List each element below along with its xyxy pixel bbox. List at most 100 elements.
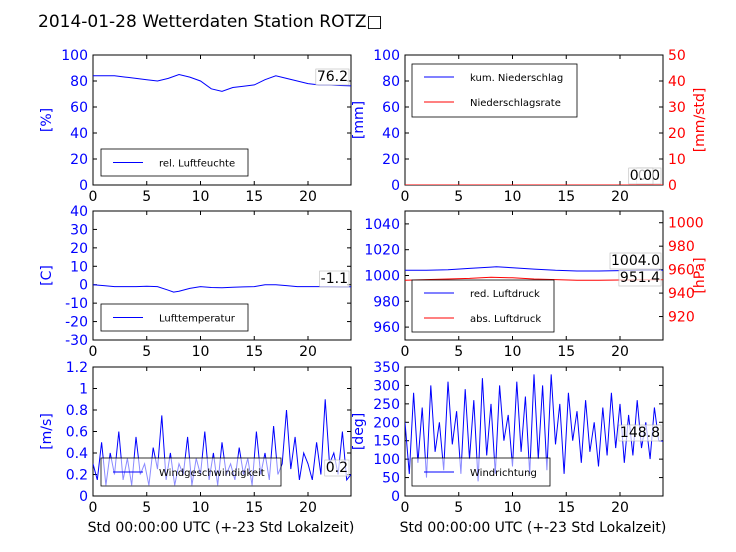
x-tick-label: 20 bbox=[299, 189, 317, 205]
x-axis-label-right: Std 00:00:00 UTC (+-23 Std Lokalzeit) bbox=[400, 520, 667, 536]
x-tick-label: 15 bbox=[557, 500, 575, 516]
legend-label: red. Luftdruck bbox=[470, 289, 540, 300]
x-tick-label: 0 bbox=[89, 344, 98, 360]
legend-label: Lufttemperatur bbox=[159, 314, 236, 325]
y-tick-label-right: 1000 bbox=[668, 216, 704, 232]
x-tick-label: 10 bbox=[504, 189, 522, 205]
y-tick-label: -20 bbox=[65, 315, 88, 331]
chart-panel-humidity: 0 5 10 15 20 0 20 40 60 80 100 [%] rel. Luftfeuchte 7… bbox=[39, 48, 352, 205]
chart-panel-precip: 0 5 10 15 20 0 20 40 60 80 100 [mm] 0 10 20 30 40 50 [mm/s… bbox=[351, 48, 708, 205]
y-tick-label: 250 bbox=[373, 397, 400, 413]
series-line-rel-luftfeuchte bbox=[93, 73, 351, 92]
y-tick-label: 60 bbox=[382, 100, 400, 116]
y-tick-label: 0 bbox=[79, 278, 88, 294]
y-tick-label: 0.4 bbox=[66, 446, 88, 462]
y-tick-label-right: 920 bbox=[668, 310, 695, 326]
y-tick-label: 0.6 bbox=[66, 425, 88, 441]
y-tick-label: 1.2 bbox=[66, 360, 88, 376]
y-tick-label: 40 bbox=[70, 126, 88, 142]
x-tick-label: 0 bbox=[89, 500, 98, 516]
x-tick-label: 15 bbox=[557, 344, 575, 360]
y-tick-label: 1000 bbox=[364, 269, 400, 285]
x-tick-label: 5 bbox=[454, 500, 463, 516]
value-label: 951.4 bbox=[620, 270, 660, 286]
x-tick-label: 10 bbox=[504, 344, 522, 360]
y-tick-label: 80 bbox=[70, 74, 88, 90]
chart-panel-windspeed: 0 5 10 15 2000.20.40.60.811.2[m/s]Windgeschw… bbox=[39, 360, 352, 516]
y-tick-label-right: 940 bbox=[668, 286, 695, 302]
x-tick-label: 10 bbox=[192, 344, 210, 360]
value-label: -1.1 bbox=[321, 271, 348, 287]
figure-title: 2014-01-28 Wetterdaten Station ROTZ□ bbox=[38, 12, 383, 32]
x-tick-label: 20 bbox=[299, 344, 317, 360]
y-tick-label: 20 bbox=[382, 152, 400, 168]
y-tick-label-right: 30 bbox=[668, 100, 686, 116]
y-axis-label-right: [hPa] bbox=[692, 257, 708, 293]
series-line-lufttemperatur bbox=[93, 284, 351, 293]
series-line-windrichtung bbox=[405, 374, 663, 482]
y-tick-label-right: 0 bbox=[668, 178, 677, 194]
y-tick-label-right: 960 bbox=[668, 263, 695, 279]
x-tick-label: 15 bbox=[557, 189, 575, 205]
y-tick-label: 80 bbox=[382, 74, 400, 90]
y-tick-label: 0 bbox=[391, 178, 400, 194]
x-tick-label: 20 bbox=[611, 344, 629, 360]
y-tick-label: 100 bbox=[373, 452, 400, 468]
value-label: 0.0 bbox=[630, 168, 652, 184]
legend: kum. Niederschlag Niederschlagsrate bbox=[411, 63, 578, 118]
y-tick-label: 1 bbox=[79, 382, 88, 398]
y-tick-label: 1020 bbox=[364, 243, 400, 259]
legend: Windrichtung bbox=[411, 457, 551, 487]
chart-panel-temperature: 0 5 10 15 20 -30 -20 -10 0 10 20 30 40 [C] Lufttempera… bbox=[39, 204, 352, 360]
y-tick-label: 150 bbox=[373, 434, 400, 450]
x-tick-label: 20 bbox=[611, 500, 629, 516]
legend: Windgeschwindigkeit bbox=[100, 457, 282, 487]
legend-label: Windgeschwindigkeit bbox=[159, 468, 265, 479]
x-tick-label: 5 bbox=[142, 344, 151, 360]
x-tick-label: 20 bbox=[611, 189, 629, 205]
value-label: 148.8 bbox=[620, 425, 660, 441]
y-tick-label-right: 40 bbox=[668, 74, 686, 90]
y-tick-label: 1040 bbox=[364, 217, 400, 233]
legend-label: kum. Niederschlag bbox=[470, 73, 563, 84]
y-tick-label: 980 bbox=[373, 294, 400, 310]
x-tick-label: 0 bbox=[401, 500, 410, 516]
x-tick-label: 10 bbox=[504, 500, 522, 516]
value-label: 76.2 bbox=[317, 69, 348, 85]
y-tick-label-right: 50 bbox=[668, 48, 686, 64]
legend-label: Windrichtung bbox=[470, 468, 537, 479]
y-tick-label: 0 bbox=[79, 178, 88, 194]
x-tick-label: 0 bbox=[401, 189, 410, 205]
x-tick-label: 0 bbox=[401, 344, 410, 360]
x-tick-label: 15 bbox=[245, 500, 263, 516]
y-tick-label: 40 bbox=[70, 204, 88, 220]
series-line-windgeschwindigkeit bbox=[93, 399, 351, 486]
y-tick-label: 50 bbox=[382, 471, 400, 487]
y-axis-label: [C] bbox=[39, 265, 55, 286]
x-tick-label: 20 bbox=[299, 500, 317, 516]
legend-label: Niederschlagsrate bbox=[470, 98, 561, 109]
y-tick-label: 30 bbox=[70, 222, 88, 238]
y-tick-label: 100 bbox=[61, 48, 88, 64]
y-tick-label: 40 bbox=[382, 126, 400, 142]
x-tick-label: 10 bbox=[192, 500, 210, 516]
y-tick-label: 0 bbox=[79, 489, 88, 505]
x-tick-label: 5 bbox=[142, 500, 151, 516]
y-axis-label: [mm] bbox=[351, 101, 367, 139]
y-tick-label-right: 20 bbox=[668, 126, 686, 142]
legend: rel. Luftfeuchte bbox=[100, 148, 249, 177]
x-tick-label: 5 bbox=[454, 189, 463, 205]
y-tick-label: 350 bbox=[373, 360, 400, 376]
y-tick-label: 100 bbox=[373, 48, 400, 64]
y-tick-label: 10 bbox=[70, 259, 88, 275]
y-tick-label: 0 bbox=[391, 489, 400, 505]
x-tick-label: 15 bbox=[245, 189, 263, 205]
y-axis-label: [%] bbox=[39, 108, 55, 132]
legend-label: abs. Luftdruck bbox=[470, 314, 541, 325]
x-axis-label-left: Std 00:00:00 UTC (+-23 Std Lokalzeit) bbox=[88, 520, 355, 536]
legend: Lufttemperatur bbox=[100, 303, 249, 332]
chart-panel-winddir: 0 5 10 15 20050100150200250300350[deg]Windri… bbox=[351, 360, 664, 516]
y-tick-label: 0.8 bbox=[66, 403, 88, 419]
y-tick-label: 60 bbox=[70, 100, 88, 116]
y-tick-label: 0.2 bbox=[66, 468, 88, 484]
